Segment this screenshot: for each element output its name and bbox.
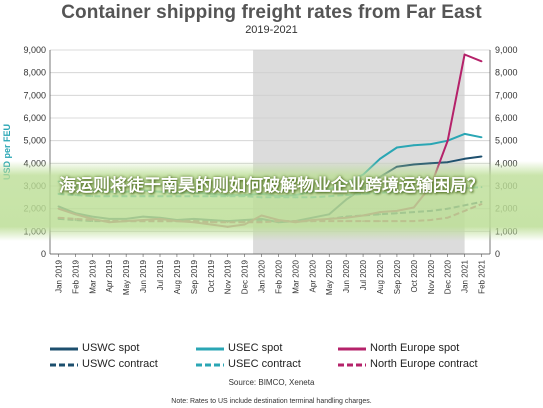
- x-tick-label: Apr 2019: [105, 259, 114, 292]
- x-tick-label: Jul 2019: [156, 259, 165, 290]
- legend-swatch: [196, 347, 224, 351]
- x-tick-label: Jun 2020: [342, 259, 351, 292]
- x-tick-label: May 2019: [122, 259, 131, 295]
- x-tick-label: Feb 2019: [71, 259, 80, 293]
- x-tick-label: Nov 2020: [427, 259, 436, 294]
- y-tick-label-left: 9,000: [23, 45, 46, 55]
- y-tick-label-right: 0: [495, 249, 500, 259]
- y-tick-label-left: 6,000: [23, 113, 46, 123]
- legend-label: North Europe spot: [370, 342, 460, 354]
- x-tick-label: Dec 2020: [444, 259, 453, 294]
- headline-text: 海运则将徒于南昊的则如何破解物业企业跨境运输困局？: [59, 176, 484, 196]
- x-tick-label: Oct 2019: [207, 259, 216, 292]
- x-tick-label: Feb 2020: [274, 259, 283, 293]
- legend-swatch: [196, 363, 224, 367]
- x-tick-label: Apr 2020: [308, 259, 317, 292]
- headline-banner: [0, 161, 543, 241]
- x-tick-label: Nov 2019: [224, 259, 233, 294]
- data-point: [463, 132, 466, 135]
- legend-swatch: [338, 347, 366, 351]
- y-tick-label-right: 9,000: [495, 45, 518, 55]
- y-tick-label-left: 7,000: [23, 90, 46, 100]
- x-tick-label: Jan 2021: [461, 259, 470, 292]
- legend-label: USWC spot: [82, 342, 140, 354]
- legend-label: North Europe contract: [370, 358, 478, 370]
- y-tick-label-left: 8,000: [23, 68, 46, 78]
- y-tick-label-left: 5,000: [23, 136, 46, 146]
- x-tick-label: Aug 2020: [376, 259, 385, 294]
- x-tick-label: Dec 2019: [241, 259, 250, 294]
- x-tick-label: Feb 2021: [478, 259, 487, 293]
- x-tick-label: Jul 2020: [359, 259, 368, 290]
- data-point: [480, 155, 483, 158]
- data-point: [463, 53, 466, 56]
- x-tick-label: Mar 2019: [88, 259, 97, 293]
- chart-subtitle: 2019-2021: [245, 24, 298, 36]
- data-point: [429, 143, 432, 145]
- x-tick-label: Aug 2019: [173, 259, 182, 294]
- legend-swatch: [50, 363, 78, 367]
- x-tick-label: Sep 2019: [190, 259, 199, 294]
- legend-label: USEC contract: [228, 358, 301, 370]
- data-point: [480, 60, 483, 63]
- y-tick-label-right: 7,000: [495, 90, 518, 100]
- data-point: [463, 157, 466, 160]
- y-tick-label-right: 5,000: [495, 136, 518, 146]
- chart-title: Container shipping freight rates from Fa…: [61, 2, 482, 23]
- x-tick-label: Jan 2019: [54, 259, 63, 292]
- legend-label: USEC spot: [228, 342, 283, 354]
- footnote: Note: Rates to US include destination te…: [171, 398, 372, 405]
- y-axis-title: USD per FEU: [2, 124, 12, 180]
- x-tick-label: Oct 2020: [410, 259, 419, 292]
- source-note: Source: BIMCO, Xeneta: [228, 378, 315, 387]
- legend-swatch: [338, 363, 366, 367]
- chart-legend: USWC spot USWC contract USEC spot USEC c…: [0, 338, 543, 374]
- data-point: [480, 136, 483, 139]
- x-tick-label: Jan 2020: [258, 259, 267, 292]
- data-point: [379, 157, 381, 160]
- data-point: [412, 144, 415, 147]
- x-tick-label: Mar 2020: [291, 259, 300, 293]
- y-tick-label-left: 0: [41, 249, 46, 259]
- legend-swatch: [50, 347, 78, 351]
- legend-label: USWC contract: [82, 358, 158, 370]
- x-tick-label: May 2020: [325, 259, 334, 295]
- y-tick-label-right: 8,000: [495, 68, 518, 78]
- data-point: [446, 139, 449, 142]
- y-tick-label-right: 6,000: [495, 113, 518, 123]
- x-tick-label: Jun 2019: [139, 259, 148, 292]
- x-tick-label: Sep 2020: [393, 259, 402, 294]
- data-point: [396, 146, 398, 149]
